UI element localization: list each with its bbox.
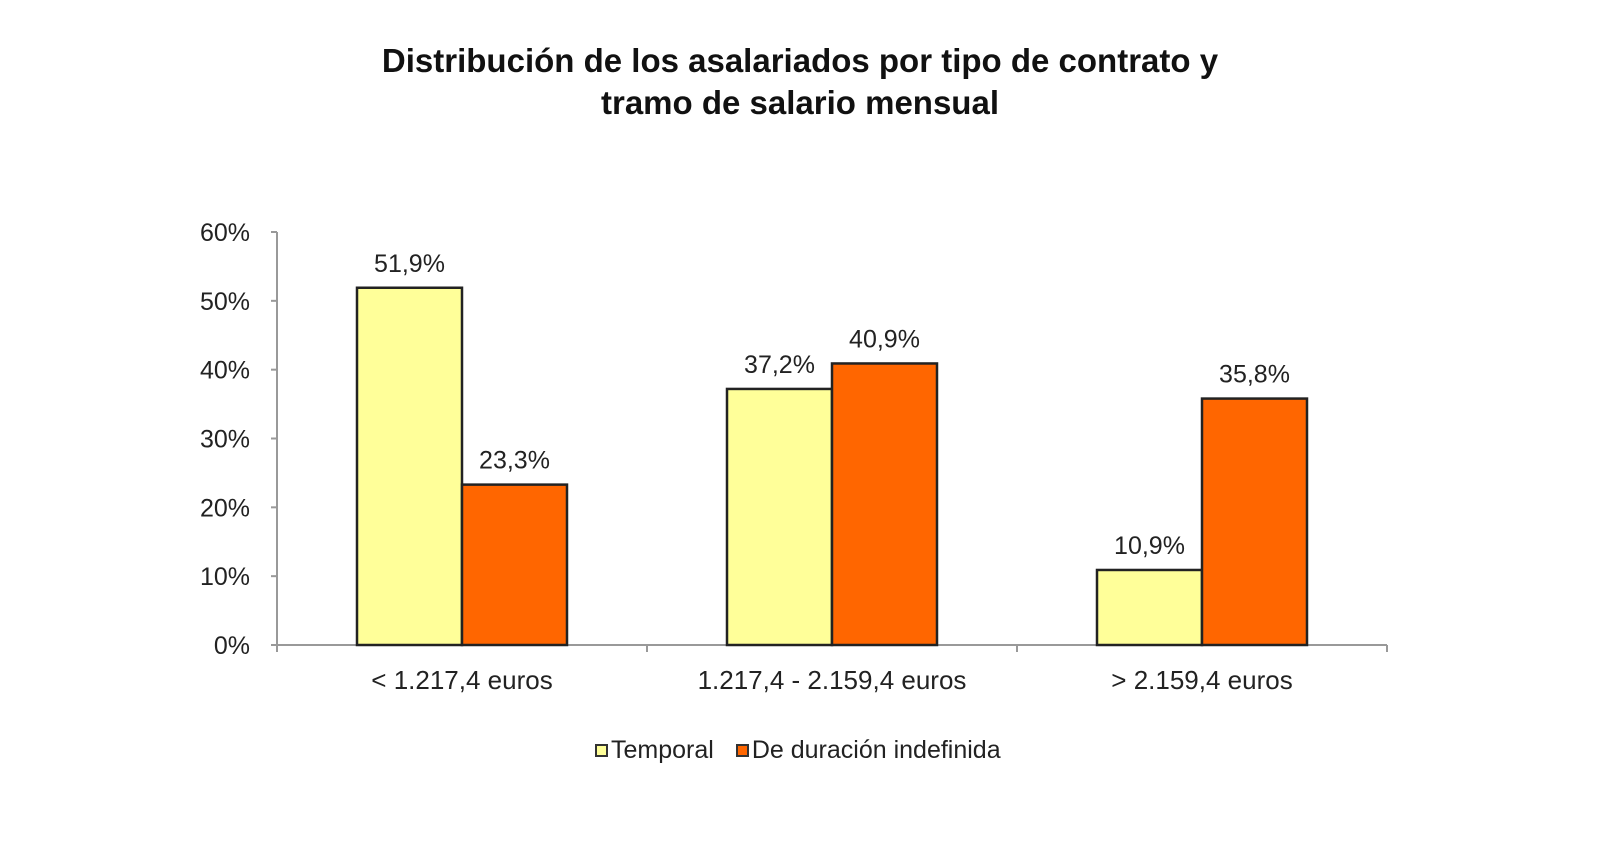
data-label: 35,8% bbox=[1219, 361, 1290, 389]
legend-label-indefinida: De duración indefinida bbox=[751, 736, 1001, 764]
legend-swatch-indefinida bbox=[735, 744, 749, 757]
data-label: 10,9% bbox=[1114, 532, 1185, 560]
chart-title: Distribución de los asalariados por tipo… bbox=[0, 40, 1600, 124]
y-tick-label: 60% bbox=[200, 219, 250, 247]
x-tick-label: < 1.217,4 euros bbox=[371, 665, 552, 695]
y-tick-label: 50% bbox=[200, 288, 250, 316]
legend-item-indefinida: De duración indefinida bbox=[735, 736, 1001, 765]
bar-temporal bbox=[1095, 568, 1204, 647]
legend: Temporal De duración indefinida bbox=[595, 736, 1001, 765]
x-tick-label: 1.217,4 - 2.159,4 euros bbox=[698, 665, 967, 695]
legend-label-temporal: Temporal bbox=[611, 736, 714, 764]
x-tick-label: > 2.159,4 euros bbox=[1111, 665, 1292, 695]
legend-swatch-temporal bbox=[595, 744, 608, 757]
y-tick-label: 10% bbox=[200, 563, 250, 591]
data-label: 23,3% bbox=[479, 447, 550, 475]
y-tick-label: 20% bbox=[200, 494, 250, 522]
data-label: 51,9% bbox=[374, 250, 445, 278]
y-tick-label: 30% bbox=[200, 426, 250, 454]
bar-indefinida bbox=[1200, 397, 1309, 647]
chart-title-line1: Distribución de los asalariados por tipo… bbox=[381, 42, 1219, 79]
y-tick-label: 0% bbox=[214, 632, 250, 660]
bar-indefinida bbox=[460, 483, 569, 647]
data-label: 37,2% bbox=[744, 351, 815, 379]
data-label: 40,9% bbox=[849, 325, 920, 353]
bar-indefinida bbox=[830, 362, 939, 647]
bar-temporal bbox=[355, 286, 464, 647]
legend-item-temporal: Temporal bbox=[595, 736, 714, 765]
bar-temporal bbox=[725, 387, 834, 647]
y-tick-label: 40% bbox=[200, 357, 250, 385]
chart-title-line2: tramo de salario mensual bbox=[601, 84, 999, 121]
